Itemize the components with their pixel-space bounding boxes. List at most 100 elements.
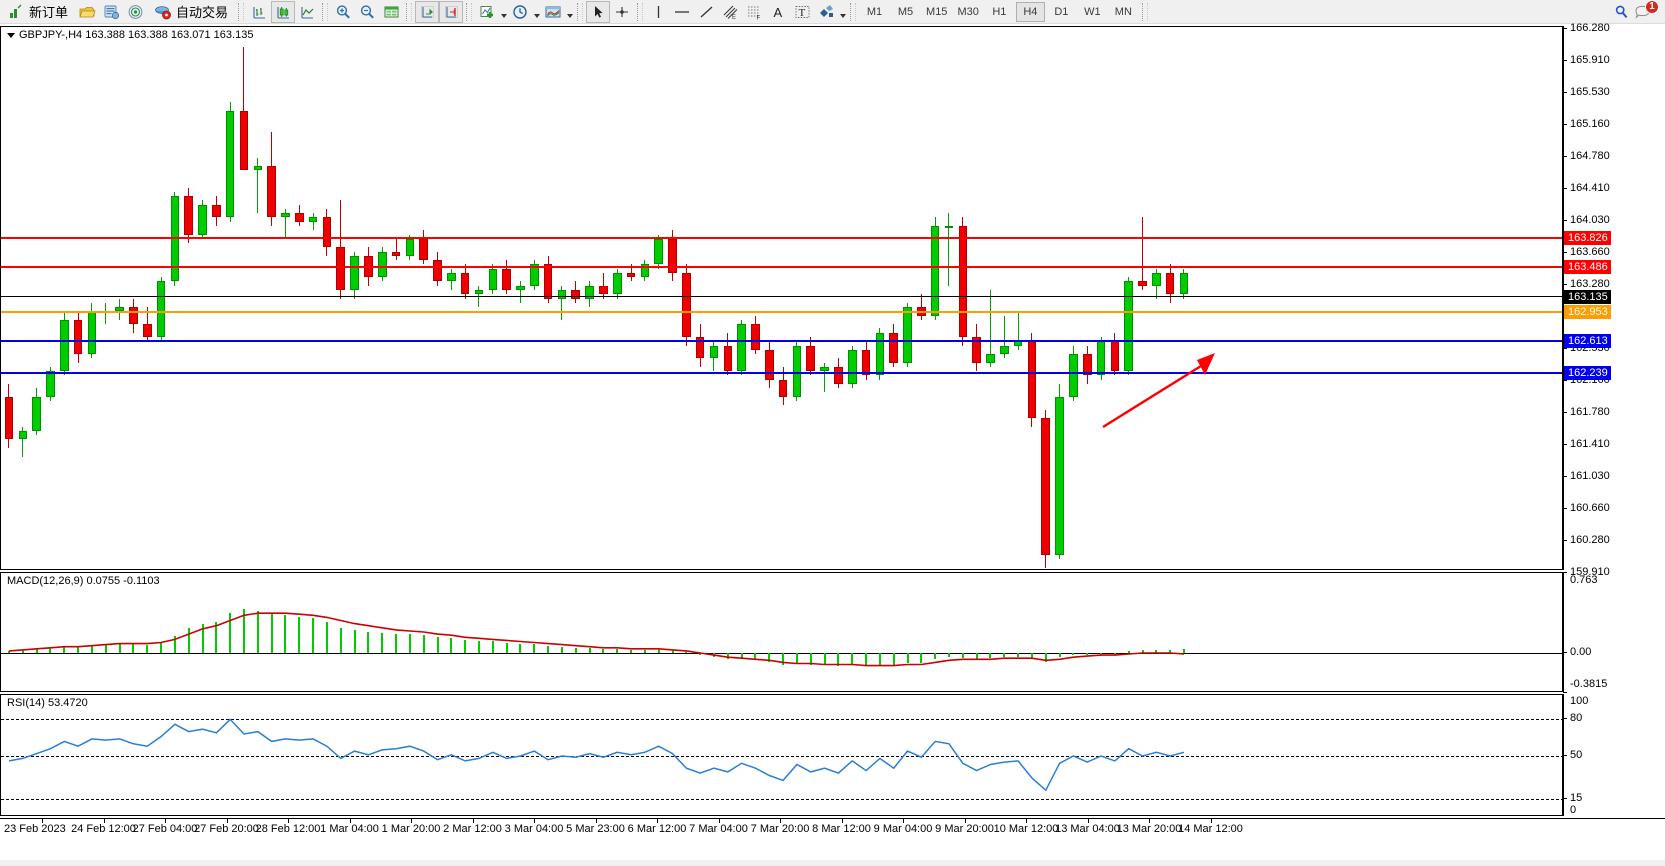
- candlestick: [336, 200, 346, 299]
- axis-tick: [1563, 507, 1567, 509]
- rsi-tick-label: 0: [1570, 804, 1577, 816]
- alerts-bubble-icon[interactable]: 1: [1633, 0, 1659, 23]
- date-tick: [165, 819, 166, 823]
- timeframe-h4[interactable]: H4: [1015, 1, 1045, 22]
- candle-body: [654, 238, 663, 265]
- timeframe-d1[interactable]: D1: [1054, 5, 1069, 18]
- price-level-tag[interactable]: 163.826: [1564, 230, 1611, 245]
- candlestick: [958, 217, 968, 346]
- horizontal-line-icon[interactable]: [670, 1, 694, 23]
- macd-histogram-bar: [381, 633, 384, 653]
- equidistant-channel-icon[interactable]: E: [718, 1, 742, 23]
- timeframe-m5[interactable]: M5: [897, 5, 914, 18]
- macd-axis[interactable]: 0.763 0.00 -0.3815: [1563, 572, 1665, 693]
- price-level-line[interactable]: [1, 265, 1562, 268]
- price-chart-panel[interactable]: GBPJPY-,H4 163.388 163.388 163.071 163.1…: [0, 26, 1563, 570]
- macd-histogram-bar: [851, 653, 854, 665]
- vertical-line-icon[interactable]: [646, 1, 670, 23]
- text-label-icon[interactable]: T: [790, 1, 814, 23]
- price-level-line[interactable]: [1, 372, 1562, 375]
- text-icon[interactable]: A: [766, 1, 790, 23]
- price-level-line[interactable]: [1, 236, 1562, 239]
- timeframe-mn[interactable]: MN: [1114, 5, 1132, 18]
- macd-histogram-bar: [395, 634, 398, 653]
- zoom-in-icon[interactable]: [331, 1, 355, 23]
- indicators-dropdown-arrow[interactable]: [499, 1, 508, 23]
- candle-body: [142, 324, 152, 337]
- cursor-icon[interactable]: [586, 0, 611, 23]
- candlestick: [516, 281, 525, 303]
- indicators-add-icon[interactable]: [475, 1, 499, 23]
- templates-dropdown-arrow[interactable]: [565, 1, 574, 23]
- candlestick: [281, 208, 290, 239]
- timeframe-m30[interactable]: M30: [957, 5, 979, 18]
- date-tick-label: 24 Feb 12:00: [71, 823, 136, 835]
- candlestick-chart-icon[interactable]: [271, 0, 296, 23]
- shapes-icon[interactable]: [814, 1, 838, 23]
- price-level-line[interactable]: [1, 340, 1562, 343]
- price-level-tag[interactable]: 162.613: [1564, 334, 1611, 349]
- timeframe-w1[interactable]: W1: [1084, 5, 1101, 18]
- candle-body: [530, 264, 539, 286]
- price-level-tag[interactable]: 163.486: [1564, 259, 1611, 274]
- trendline-icon[interactable]: [694, 1, 718, 23]
- candlestick: [875, 328, 885, 380]
- macd-histogram-bar: [256, 611, 259, 653]
- alert-count-badge: 1: [1645, 0, 1659, 14]
- price-level-line[interactable]: [1, 311, 1562, 314]
- macd-histogram-bar: [312, 618, 315, 653]
- toolbar-separator: [577, 2, 584, 21]
- templates-icon[interactable]: [541, 1, 565, 23]
- new-order-button[interactable]: 新订单: [0, 1, 75, 23]
- date-axis[interactable]: 23 Feb 2023 24 Feb 12:00 27 Feb 04:00 27 Fe…: [0, 818, 1665, 842]
- price-level-tag[interactable]: 163.135: [1564, 289, 1611, 304]
- macd-histogram-bar: [229, 613, 232, 653]
- auto-scroll-icon[interactable]: [415, 0, 440, 23]
- rsi-plot[interactable]: [1, 695, 1562, 815]
- timeframe-m1[interactable]: M1: [866, 5, 883, 18]
- macd-panel[interactable]: MACD(12,26,9) 0.0755 -0.1103: [0, 572, 1563, 692]
- rsi-axis[interactable]: 100 80 50 15 0: [1563, 694, 1665, 816]
- macd-plot[interactable]: [1, 573, 1562, 691]
- candle-body: [765, 349, 774, 380]
- price-plot[interactable]: [1, 27, 1562, 569]
- timeframe-h1[interactable]: H1: [992, 5, 1007, 18]
- fibonacci-icon[interactable]: F: [742, 1, 766, 23]
- terminal-icon[interactable]: [99, 1, 123, 23]
- price-axis[interactable]: 166.280 165.910 165.530 165.160 164.780 164.4…: [1563, 22, 1665, 578]
- line-chart-icon[interactable]: [295, 1, 319, 23]
- candlestick: [557, 285, 567, 320]
- macd-histogram-bar: [1100, 653, 1103, 655]
- zoom-out-icon[interactable]: [355, 1, 379, 23]
- macd-histogram-bar: [837, 653, 840, 666]
- period-dropdown-arrow[interactable]: [532, 1, 541, 23]
- price-level-line[interactable]: [1, 295, 1562, 297]
- macd-histogram-bar: [35, 647, 38, 653]
- data-window-icon[interactable]: [379, 1, 403, 23]
- crosshair-icon[interactable]: [610, 1, 634, 23]
- period-clock-icon[interactable]: [508, 1, 532, 23]
- axis-tick: [1563, 755, 1567, 756]
- autotrade-button[interactable]: 自动交易: [147, 1, 235, 23]
- candlestick: [640, 260, 650, 282]
- chart-shift-icon[interactable]: [439, 0, 464, 23]
- candlestick: [585, 281, 594, 308]
- caret-down-icon[interactable]: [7, 32, 15, 38]
- price-level-tag[interactable]: 162.239: [1564, 366, 1611, 381]
- date-tick-label: 13 Mar 20:00: [1116, 823, 1182, 835]
- candlestick: [1041, 409, 1051, 568]
- folder-icon[interactable]: [75, 1, 99, 23]
- signals-icon[interactable]: [123, 1, 147, 23]
- price-level-tag[interactable]: 162.953: [1564, 305, 1611, 320]
- toolbar-separator: [238, 2, 245, 21]
- macd-histogram-bar: [671, 649, 674, 653]
- bar-chart-icon[interactable]: [247, 1, 271, 23]
- chart-area[interactable]: GBPJPY-,H4 163.388 163.388 163.071 163.1…: [0, 22, 1665, 866]
- search-icon[interactable]: [1609, 1, 1633, 23]
- shapes-dropdown-arrow[interactable]: [838, 1, 847, 23]
- macd-histogram-bar: [533, 643, 536, 653]
- timeframe-m15[interactable]: M15: [926, 5, 948, 18]
- candle-body: [295, 213, 304, 222]
- rsi-panel[interactable]: RSI(14) 53.4720: [0, 694, 1563, 816]
- trend-arrow-annotation[interactable]: [1097, 349, 1227, 434]
